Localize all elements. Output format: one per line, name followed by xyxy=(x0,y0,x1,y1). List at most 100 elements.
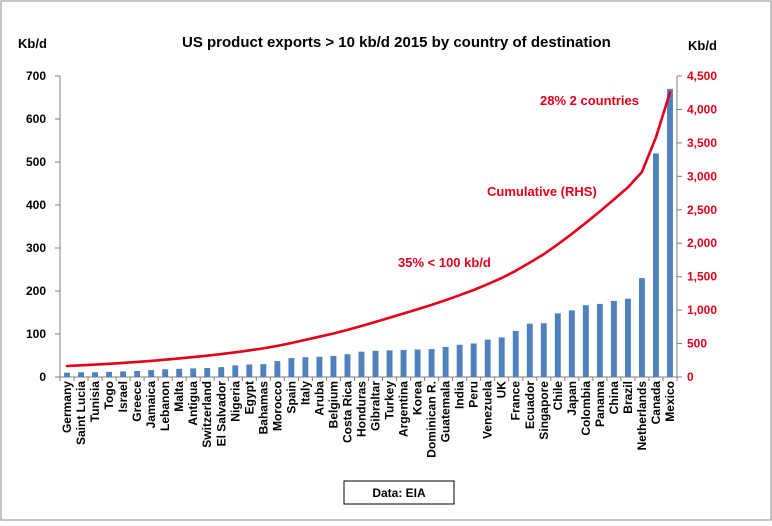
x-tick-label: Panama xyxy=(593,381,607,427)
bar xyxy=(484,339,491,377)
x-tick-label: Spain xyxy=(284,381,298,414)
left-tick-label: 600 xyxy=(26,112,46,126)
bar xyxy=(344,354,351,377)
bar xyxy=(610,300,617,377)
bar xyxy=(246,364,253,377)
x-tick-label: Turkey xyxy=(383,381,397,420)
bar xyxy=(568,310,575,377)
bar xyxy=(428,349,435,377)
x-tick-label: Antigua xyxy=(186,381,200,426)
x-tick-label: Venezuela xyxy=(481,381,495,439)
right-tick-label: 0 xyxy=(687,370,694,384)
x-tick-label: Brazil xyxy=(621,381,635,414)
bar xyxy=(582,305,589,377)
left-tick-label: 300 xyxy=(26,241,46,255)
bar xyxy=(260,364,267,377)
x-tick-label: Dominican R. xyxy=(425,381,439,458)
x-tick-label: Switzerland xyxy=(200,381,214,448)
right-tick-label: 4,500 xyxy=(687,69,717,83)
bar xyxy=(512,330,519,377)
x-tick-label: Morocco xyxy=(270,381,284,431)
bar xyxy=(470,343,477,377)
x-tick-label: Italy xyxy=(298,381,312,405)
x-tick-label: Egypt xyxy=(242,381,256,414)
bar xyxy=(106,371,113,377)
x-tick-label: China xyxy=(607,381,621,415)
left-tick-label: 0 xyxy=(39,370,46,384)
x-tick-label: Gibraltar xyxy=(369,381,383,431)
left-tick-label: 400 xyxy=(26,198,46,212)
x-tick-label: Tunisia xyxy=(88,381,102,422)
bar xyxy=(414,349,421,377)
bar xyxy=(218,367,225,377)
x-tick-label: Israel xyxy=(116,381,130,412)
right-tick-label: 3,000 xyxy=(687,169,717,183)
bar xyxy=(162,369,169,377)
bar xyxy=(386,350,393,377)
right-tick-label: 2,000 xyxy=(687,236,717,250)
bar xyxy=(358,351,365,377)
bar xyxy=(526,323,533,377)
right-tick-label: 1,000 xyxy=(687,303,717,317)
bar xyxy=(498,337,505,377)
bar xyxy=(78,372,84,377)
source-label: Data: EIA xyxy=(372,486,426,500)
right-tick-label: 4,000 xyxy=(687,102,717,116)
cumulative-line xyxy=(65,91,672,368)
x-tick-label: India xyxy=(453,381,467,409)
bar xyxy=(653,153,659,377)
x-tick-label: Germany xyxy=(60,381,74,433)
bar xyxy=(120,371,127,377)
chart-title: US product exports > 10 kb/d 2015 by cou… xyxy=(182,34,611,51)
x-tick-label: Argentina xyxy=(397,381,411,437)
right-tick-label: 500 xyxy=(687,337,707,351)
x-tick-label: Netherlands xyxy=(635,381,649,451)
left-tick-label: 500 xyxy=(26,155,46,169)
bar xyxy=(190,368,197,377)
x-tick-label: Peru xyxy=(467,381,481,408)
x-tick-label: Lebanon xyxy=(158,381,172,431)
bar xyxy=(274,361,281,377)
right-tick-label: 3,500 xyxy=(687,136,717,150)
bar xyxy=(638,278,645,377)
x-tick-label: Costa Rica xyxy=(340,381,354,443)
left-axis-unit: Kb/d xyxy=(18,36,47,51)
bar xyxy=(400,349,407,377)
x-tick-label: Saint Lucia xyxy=(74,381,88,445)
right-tick-label: 1,500 xyxy=(687,270,717,284)
bar xyxy=(372,350,379,377)
bar xyxy=(302,357,309,377)
x-tick-label: El Salvador xyxy=(214,381,228,447)
bar xyxy=(540,323,547,377)
bar xyxy=(596,303,603,377)
source-box xyxy=(343,480,455,505)
bar xyxy=(330,355,337,377)
annotation-two-countries: 28% 2 countries xyxy=(540,93,639,108)
x-tick-label: Singapore xyxy=(537,381,551,440)
bar xyxy=(232,365,239,377)
bar xyxy=(624,298,631,377)
x-tick-label: Guatemala xyxy=(439,381,453,443)
left-tick-label: 100 xyxy=(26,327,46,341)
bar xyxy=(148,370,155,377)
x-tick-label: Chile xyxy=(551,381,565,411)
bar xyxy=(316,356,323,377)
x-tick-label: Aruba xyxy=(312,381,326,416)
right-tick-label: 2,500 xyxy=(687,203,717,217)
bar xyxy=(442,346,449,377)
bar xyxy=(176,368,183,377)
left-tick-label: 700 xyxy=(26,69,46,83)
x-tick-label: Jamaica xyxy=(144,381,158,429)
x-tick-label: UK xyxy=(495,381,509,399)
x-tick-label: Greece xyxy=(130,381,144,422)
x-tick-label: Honduras xyxy=(354,381,368,437)
annotation-under-100: 35% < 100 kb/d xyxy=(398,255,491,270)
x-tick-label: Ecuador xyxy=(523,381,537,429)
x-tick-label: Malta xyxy=(172,381,186,412)
x-tick-label: Korea xyxy=(411,381,425,415)
x-tick-label: Togo xyxy=(102,381,116,409)
x-tick-label: Mexico xyxy=(663,381,677,422)
bar xyxy=(288,358,295,377)
